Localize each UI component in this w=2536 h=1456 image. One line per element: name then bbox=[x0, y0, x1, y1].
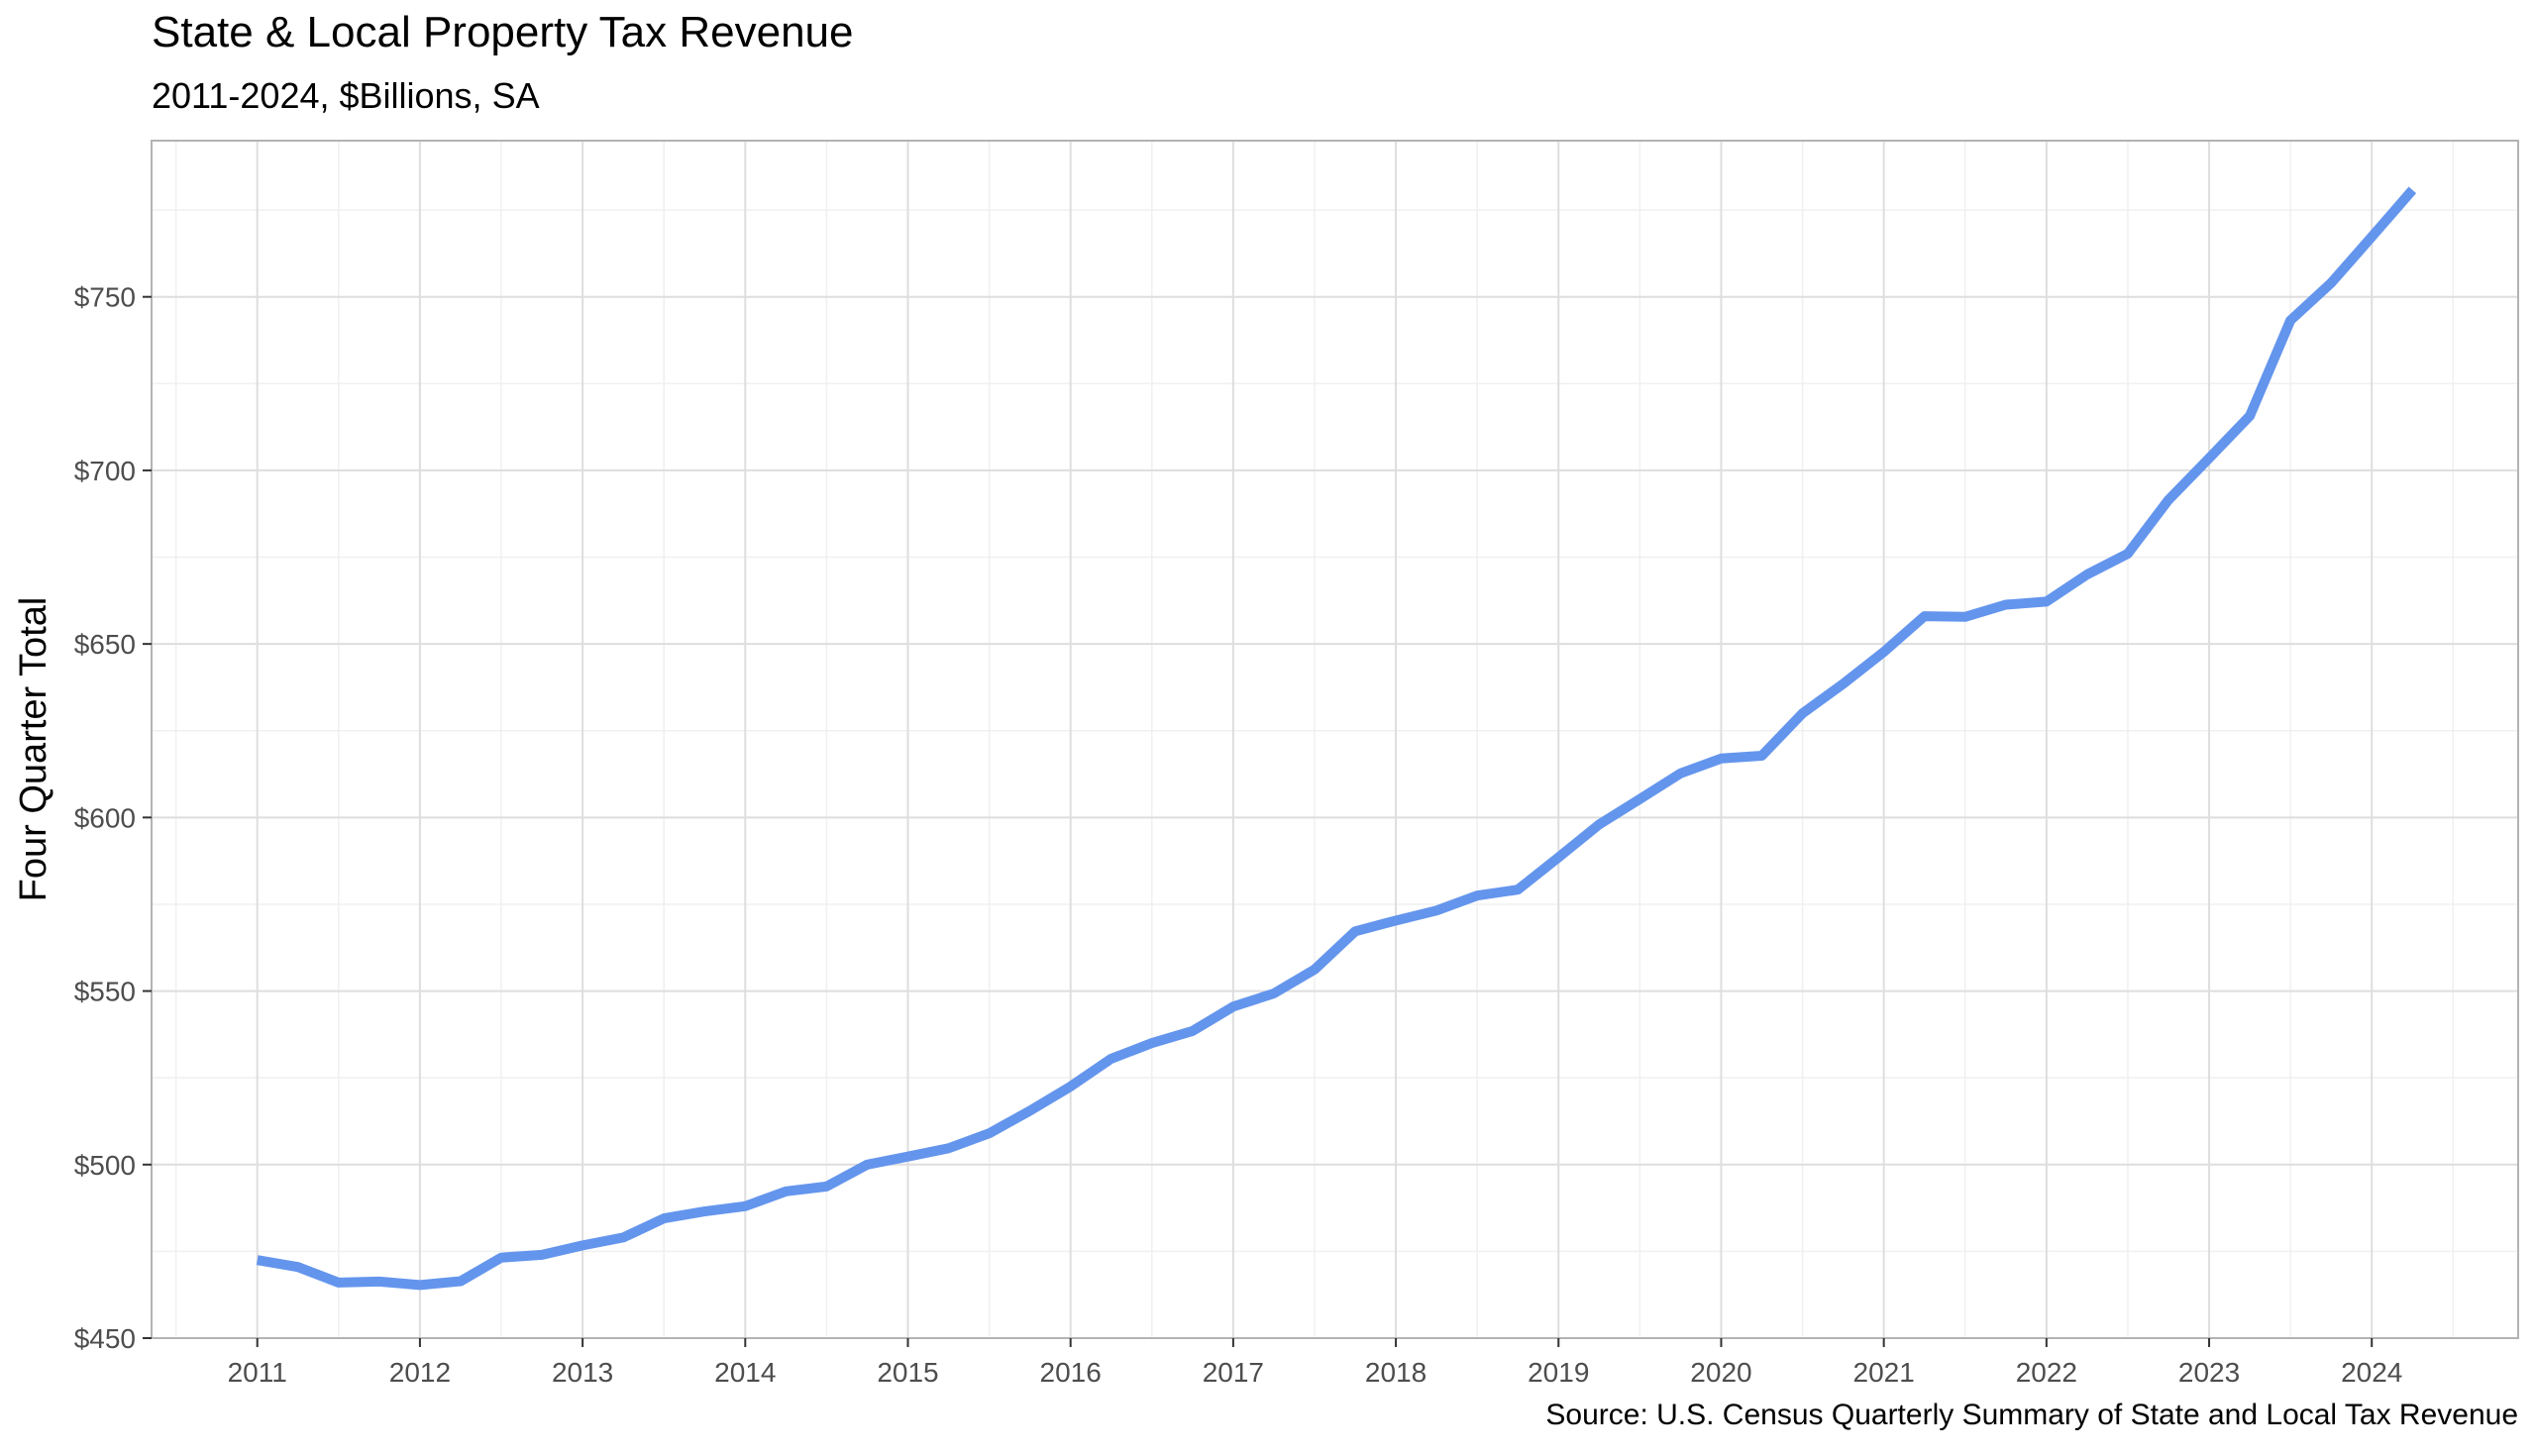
x-tick-label: 2011 bbox=[228, 1357, 287, 1388]
y-tick-label: $600 bbox=[74, 802, 136, 833]
chart-title: State & Local Property Tax Revenue bbox=[152, 8, 854, 56]
y-tick-label: $500 bbox=[74, 1150, 136, 1181]
y-tick-label: $550 bbox=[74, 977, 136, 1007]
major-gridlines bbox=[152, 141, 2518, 1339]
series-layer bbox=[256, 186, 2417, 1291]
x-tick-label: 2020 bbox=[1690, 1357, 1751, 1388]
minor-gridlines bbox=[152, 141, 2518, 1338]
x-tick-label: 2021 bbox=[1853, 1357, 1915, 1388]
x-tick-label: 2016 bbox=[1040, 1357, 1102, 1388]
y-tick-label: $450 bbox=[74, 1323, 136, 1354]
x-tick-label: 2024 bbox=[2341, 1357, 2402, 1388]
y-tick-label: $750 bbox=[74, 282, 136, 313]
y-tick-label: $650 bbox=[74, 629, 136, 660]
x-tick-label: 2013 bbox=[552, 1357, 613, 1388]
x-tick-label: 2017 bbox=[1203, 1357, 1264, 1388]
x-tick-label: 2023 bbox=[2178, 1357, 2240, 1388]
x-tick-label: 2015 bbox=[877, 1357, 938, 1388]
x-tick-label: 2014 bbox=[714, 1357, 776, 1388]
series-line bbox=[256, 186, 2417, 1291]
panel-border bbox=[151, 140, 2519, 1339]
x-tick-label: 2018 bbox=[1365, 1357, 1426, 1388]
x-axis: 2011 2012 2013 2014 2015 2016 2017 2018 2019 2020… bbox=[228, 1338, 2402, 1388]
chart-subtitle: 2011-2024, $Billions, SA bbox=[152, 75, 540, 116]
y-tick-label: $700 bbox=[74, 456, 136, 486]
y-axis-label: Four Quarter Total bbox=[13, 597, 54, 902]
x-tick-label: 2019 bbox=[1528, 1357, 1589, 1388]
x-tick-label: 2012 bbox=[389, 1357, 451, 1388]
x-tick-label: 2022 bbox=[2016, 1357, 2077, 1388]
chart-caption: Source: U.S. Census Quarterly Summary of… bbox=[1545, 1399, 2518, 1431]
y-axis: $450 $500 $550 $600 $650 $700 $750 bbox=[74, 282, 152, 1354]
